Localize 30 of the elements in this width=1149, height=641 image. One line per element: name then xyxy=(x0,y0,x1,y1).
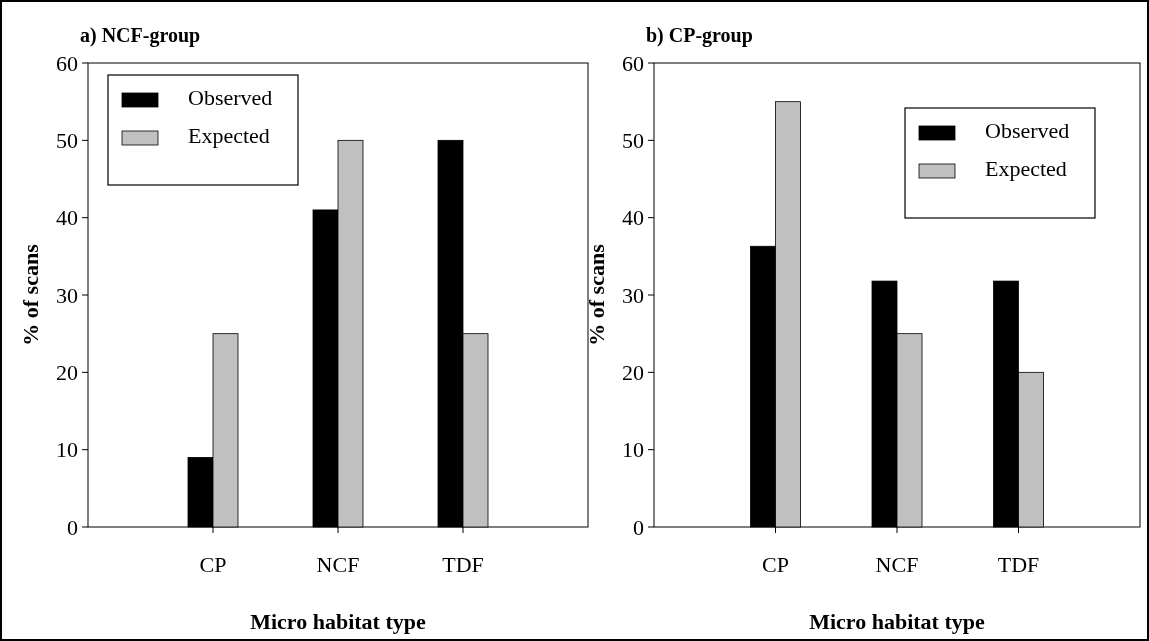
x-axis-title: Micro habitat type xyxy=(250,609,427,634)
chart-title: b) CP-group xyxy=(646,24,753,47)
x-axis-title: Micro habitat type xyxy=(809,609,986,634)
y-tick-label: 40 xyxy=(56,205,78,231)
x-tick-label: TDF xyxy=(997,552,1040,577)
y-tick-label: 60 xyxy=(622,50,644,76)
legend-label: Observed xyxy=(188,85,273,110)
y-tick-label: 50 xyxy=(56,128,78,154)
y-tick-label: 40 xyxy=(622,205,644,231)
y-tick-label: 0 xyxy=(633,514,644,540)
legend-label: Observed xyxy=(985,118,1070,143)
y-tick-label: 0 xyxy=(67,514,78,540)
y-tick-label: 60 xyxy=(56,50,78,76)
y-axis-title: % of scans xyxy=(18,243,43,346)
y-tick-label: 30 xyxy=(56,282,78,308)
chart-title: a) NCF-group xyxy=(80,24,201,47)
y-tick-label: 20 xyxy=(56,360,78,386)
y-tick-label: 50 xyxy=(622,128,644,154)
y-tick-label: 30 xyxy=(622,282,644,308)
x-tick-label: NCF xyxy=(875,552,919,577)
y-tick-label: 20 xyxy=(622,360,644,386)
x-tick-label: NCF xyxy=(316,552,360,577)
y-tick-label: 10 xyxy=(56,437,78,463)
x-tick-label: CP xyxy=(762,552,789,577)
x-tick-label: TDF xyxy=(442,552,484,577)
legend-label: Expected xyxy=(188,123,270,148)
y-tick-label: 10 xyxy=(622,437,644,463)
legend-label: Expected xyxy=(985,156,1067,181)
x-tick-label: CP xyxy=(199,552,227,577)
y-axis-title: % of scans xyxy=(584,243,609,346)
